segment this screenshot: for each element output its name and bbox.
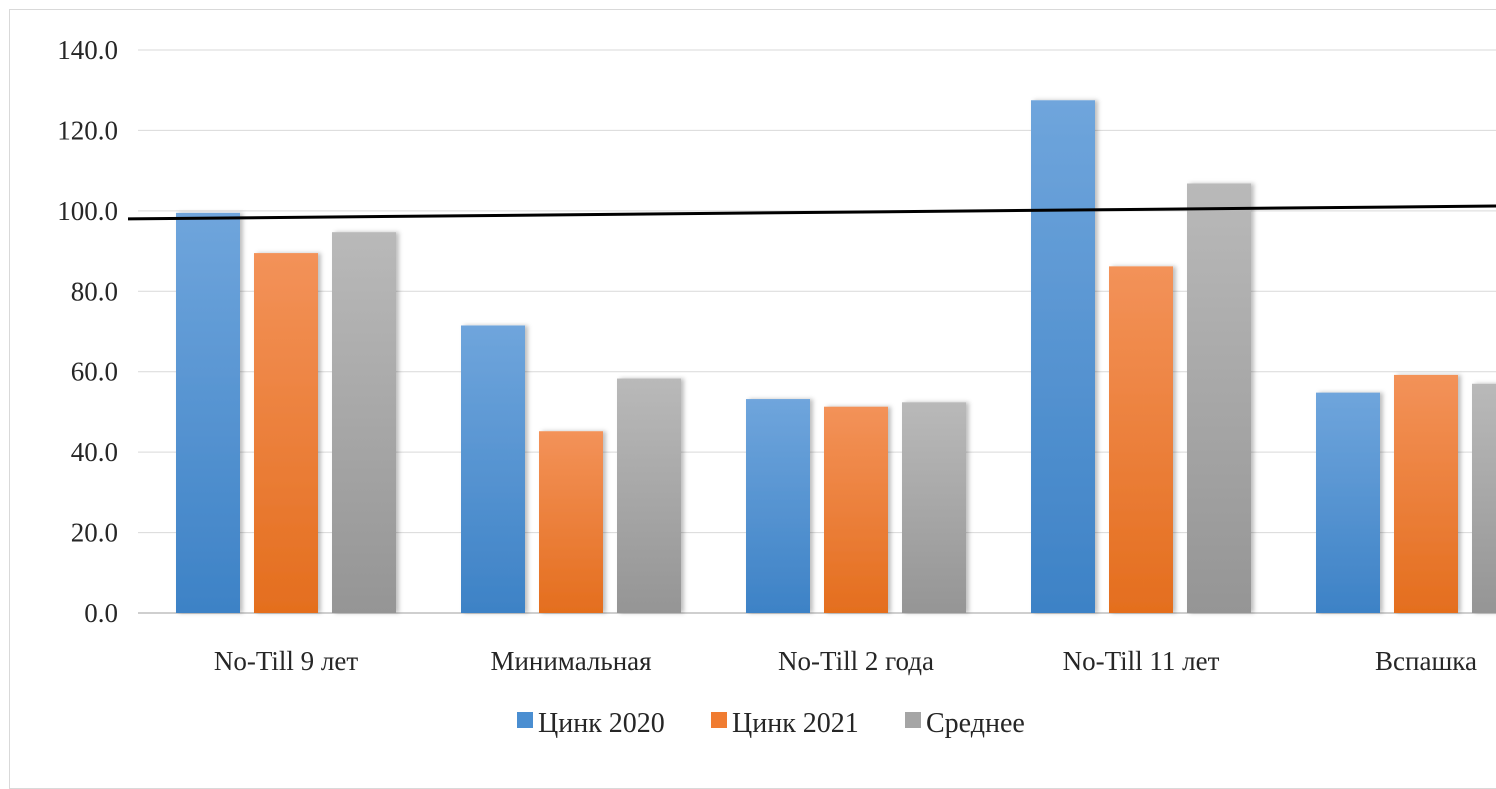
- bar-chart: 0.0 20.0 40.0 60.0 80.0 100.0 120.0 140.0 No-Ti…: [57, 35, 1496, 739]
- bar: [254, 253, 318, 613]
- y-tick-label: 0.0: [84, 598, 118, 628]
- bar: [332, 232, 396, 613]
- bar: [1316, 392, 1380, 613]
- bar: [824, 406, 888, 613]
- category-label: No-Till 9 лет: [214, 646, 358, 676]
- bar: [461, 325, 525, 613]
- bar: [1472, 383, 1496, 613]
- bar: [617, 378, 681, 613]
- legend-label: Среднее: [926, 708, 1025, 739]
- bar: [1109, 266, 1173, 613]
- y-tick-label: 100.0: [57, 196, 118, 226]
- bar: [1394, 374, 1458, 613]
- y-tick-label: 140.0: [57, 35, 118, 65]
- bar: [1187, 183, 1251, 614]
- legend-swatch: [517, 712, 533, 728]
- bar: [902, 402, 966, 613]
- bar: [176, 212, 240, 613]
- bar: [1031, 100, 1095, 613]
- category-label: No-Till 11 лет: [1063, 646, 1220, 676]
- bar: [539, 431, 603, 613]
- y-tick-label: 120.0: [57, 115, 118, 145]
- reference-line: [127, 204, 1496, 221]
- category-label: Вспашка: [1375, 646, 1477, 676]
- y-axis-ticks: 0.0 20.0 40.0 60.0 80.0 100.0 120.0 140.0: [57, 35, 118, 628]
- bars: [176, 100, 1496, 614]
- y-tick-label: 20.0: [71, 518, 118, 548]
- y-tick-label: 60.0: [71, 357, 118, 387]
- category-labels: No-Till 9 лет Минимальная No-Till 2 года No…: [214, 646, 1477, 676]
- y-tick-label: 80.0: [71, 276, 118, 306]
- category-label: No-Till 2 года: [778, 646, 934, 676]
- bar: [746, 399, 810, 613]
- y-tick-label: 40.0: [71, 437, 118, 467]
- legend-swatch: [711, 712, 727, 728]
- legend-label: Цинк 2021: [732, 708, 859, 739]
- legend-swatch: [905, 712, 921, 728]
- legend-label: Цинк 2020: [538, 708, 665, 739]
- trend-line: [127, 204, 1496, 221]
- legend: Цинк 2020 Цинк 2021 Среднее: [517, 708, 1025, 739]
- category-label: Минимальная: [490, 646, 651, 676]
